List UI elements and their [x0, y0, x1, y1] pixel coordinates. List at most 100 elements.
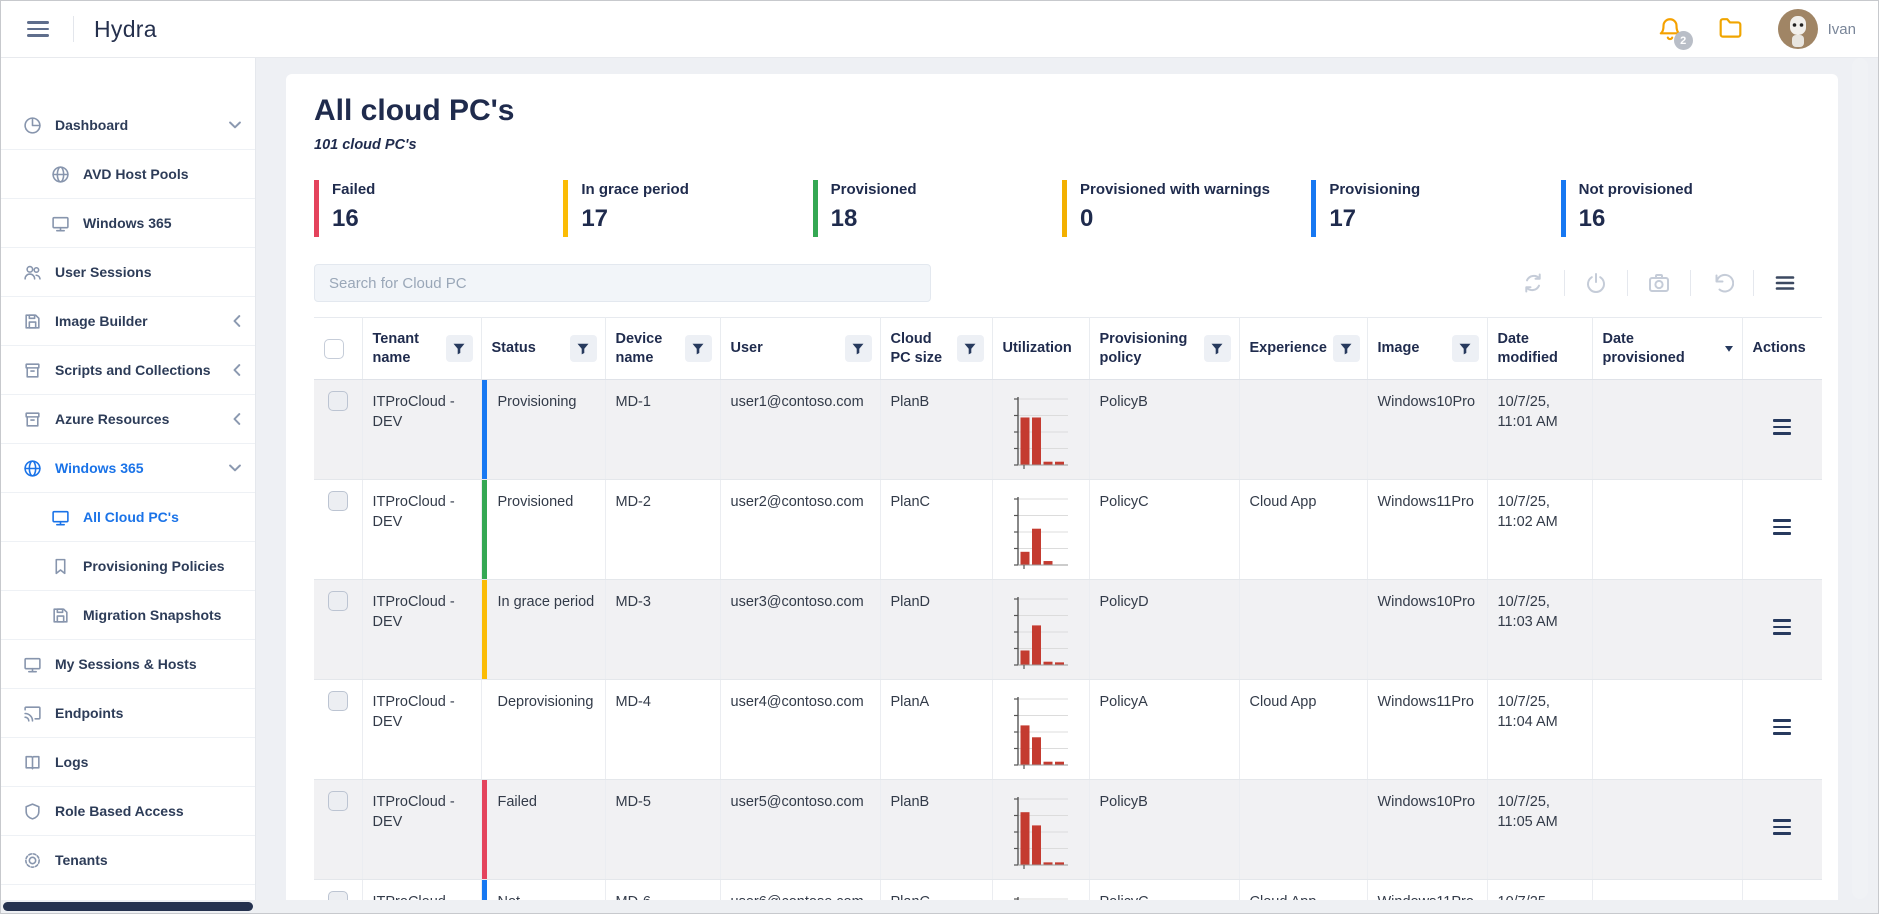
sidebar-item-avd-host-pools[interactable]: AVD Host Pools — [1, 150, 255, 199]
cell-date-modified: 10/7/25, 11:03 AM — [1487, 579, 1593, 680]
cell-tenant: ITProCloud - DEV — [362, 479, 482, 580]
sidebar-item-role-based-access[interactable]: Role Based Access — [1, 787, 255, 836]
row-checkbox[interactable] — [328, 691, 348, 711]
column-header-image: Image — [1377, 340, 1420, 357]
sidebar-item-azure-resources[interactable]: Azure Resources — [1, 395, 255, 444]
row-checkbox[interactable] — [328, 791, 348, 811]
row-actions-menu[interactable] — [1769, 615, 1795, 639]
cell-device-name: MD-3 — [605, 579, 721, 680]
cell-date-modified: 10/7/25, 11:02 AM — [1487, 479, 1593, 580]
bookmark-icon — [55, 558, 66, 574]
table-body: ITProCloud - DEV Provisioning MD-1 user1… — [314, 379, 1822, 913]
cell-user: user5@contoso.com — [720, 779, 881, 880]
column-header-status: Status — [491, 340, 536, 357]
utilization-bar-chart — [1003, 593, 1079, 673]
cell-user: user4@contoso.com — [720, 679, 881, 780]
menu-toggle-button[interactable] — [23, 17, 53, 41]
status-color-bar — [481, 880, 487, 913]
cell-cloud-pc-size: PlanB — [880, 779, 993, 880]
row-actions-menu[interactable] — [1769, 815, 1795, 839]
toolbar-divider — [1753, 270, 1754, 296]
sidebar-item-endpoints[interactable]: Endpoints — [1, 689, 255, 738]
user-menu[interactable]: Ivan — [1777, 9, 1856, 49]
status-color-bar — [563, 180, 569, 237]
sidebar-item-image-builder[interactable]: Image Builder — [1, 297, 255, 346]
sidebar-item-all-cloud-pcs[interactable]: All Cloud PC's — [1, 493, 255, 542]
pie-chart-icon — [24, 116, 41, 134]
sidebar-item-tenants[interactable]: Tenants — [1, 836, 255, 885]
utilization-bar-chart — [1003, 693, 1079, 773]
status-color-bar — [812, 180, 818, 237]
row-actions-menu[interactable] — [1769, 515, 1795, 539]
row-actions-menu[interactable] — [1769, 415, 1795, 439]
vertical-scrollbar[interactable] — [1852, 58, 1868, 899]
row-checkbox[interactable] — [328, 391, 348, 411]
summary-card-failed: Failed 16 — [314, 180, 563, 237]
cell-image: Windows10Pro — [1367, 379, 1488, 480]
undo-button[interactable] — [1697, 271, 1747, 295]
sidebar-item-provisioning-policies[interactable]: Provisioning Policies — [1, 542, 255, 591]
camera-icon — [1649, 274, 1669, 292]
cell-status: In grace period — [481, 579, 606, 680]
cell-tenant: ITProCloud - DEV — [362, 779, 482, 880]
user-name: Ivan — [1827, 20, 1856, 38]
filter-button[interactable] — [1332, 335, 1360, 362]
column-header-cloud-pc-size: Cloud PC size — [890, 331, 943, 366]
power-off-icon — [1587, 273, 1605, 293]
row-checkbox[interactable] — [328, 591, 348, 611]
cell-image: Windows10Pro — [1367, 779, 1488, 880]
snapshot-button[interactable] — [1634, 271, 1684, 295]
filter-button[interactable] — [956, 335, 984, 362]
sort-desc-icon[interactable] — [1724, 345, 1734, 353]
sidebar-item-migration-snapshots[interactable]: Migration Snapshots — [1, 591, 255, 640]
cell-device-name: MD-1 — [605, 379, 721, 480]
status-color-bar — [1061, 180, 1067, 237]
cell-provisioning-policy: PolicyA — [1089, 679, 1240, 780]
cell-date-modified: 10/7/25, 11:05 AM — [1487, 779, 1593, 880]
cell-date-modified: 10/7/25, 11:01 AM — [1487, 379, 1593, 480]
row-actions-menu[interactable] — [1769, 715, 1795, 739]
cloud-pc-table: Tenant name Status Device name User Clou… — [314, 317, 1822, 913]
cell-actions — [1742, 579, 1822, 680]
sidebar-item-dashboard[interactable]: Dashboard — [1, 101, 255, 150]
filter-button[interactable] — [844, 335, 872, 362]
sidebar-item-logs[interactable]: Logs — [1, 738, 255, 787]
horizontal-scrollbar[interactable] — [1, 900, 1878, 913]
filter-funnel-icon — [964, 343, 976, 354]
undo-icon — [1715, 273, 1734, 293]
files-button[interactable] — [1717, 17, 1744, 41]
cell-user: user1@contoso.com — [720, 379, 881, 480]
sidebar-item-scripts-and-collections[interactable]: Scripts and Collections — [1, 346, 255, 395]
horizontal-scrollbar-thumb[interactable] — [3, 902, 253, 911]
status-color-bar — [481, 380, 487, 479]
summary-card-provisioning: Provisioning 17 — [1311, 180, 1560, 237]
cell-actions — [1742, 679, 1822, 780]
filter-button[interactable] — [1203, 335, 1231, 362]
refresh-button[interactable] — [1508, 271, 1558, 295]
filter-button[interactable] — [684, 335, 712, 362]
cell-tenant: ITProCloud - DEV — [362, 379, 482, 480]
filter-button[interactable] — [445, 335, 473, 362]
sidebar-item-my-sessions-hosts[interactable]: My Sessions & Hosts — [1, 640, 255, 689]
cell-utilization — [992, 779, 1090, 880]
select-all-checkbox[interactable] — [324, 338, 344, 359]
cell-date-provisioned — [1592, 379, 1743, 480]
power-button[interactable] — [1571, 271, 1621, 295]
notifications-button[interactable]: 2 — [1657, 16, 1693, 50]
sidebar-item-windows-365-main[interactable]: Windows 365 — [1, 444, 255, 493]
column-header-date-modified: Date modified — [1497, 331, 1558, 366]
folder-icon — [1719, 18, 1742, 38]
utilization-bar-chart — [1003, 393, 1079, 473]
monitor-icon — [52, 510, 69, 525]
filter-button[interactable] — [1451, 335, 1479, 362]
search-input[interactable] — [314, 264, 931, 302]
status-summary-row: Failed 16 In grace period 17 Provisioned 18… — [314, 180, 1810, 237]
cell-experience — [1239, 579, 1368, 680]
sidebar-item-windows-365[interactable]: Windows 365 — [1, 199, 255, 248]
cell-provisioning-policy: PolicyB — [1089, 779, 1240, 880]
columns-menu-button[interactable] — [1760, 271, 1810, 295]
sidebar-item-user-sessions[interactable]: User Sessions — [1, 248, 255, 297]
filter-button[interactable] — [569, 335, 597, 362]
row-checkbox[interactable] — [328, 491, 348, 511]
column-header-experience: Experience — [1249, 340, 1327, 357]
